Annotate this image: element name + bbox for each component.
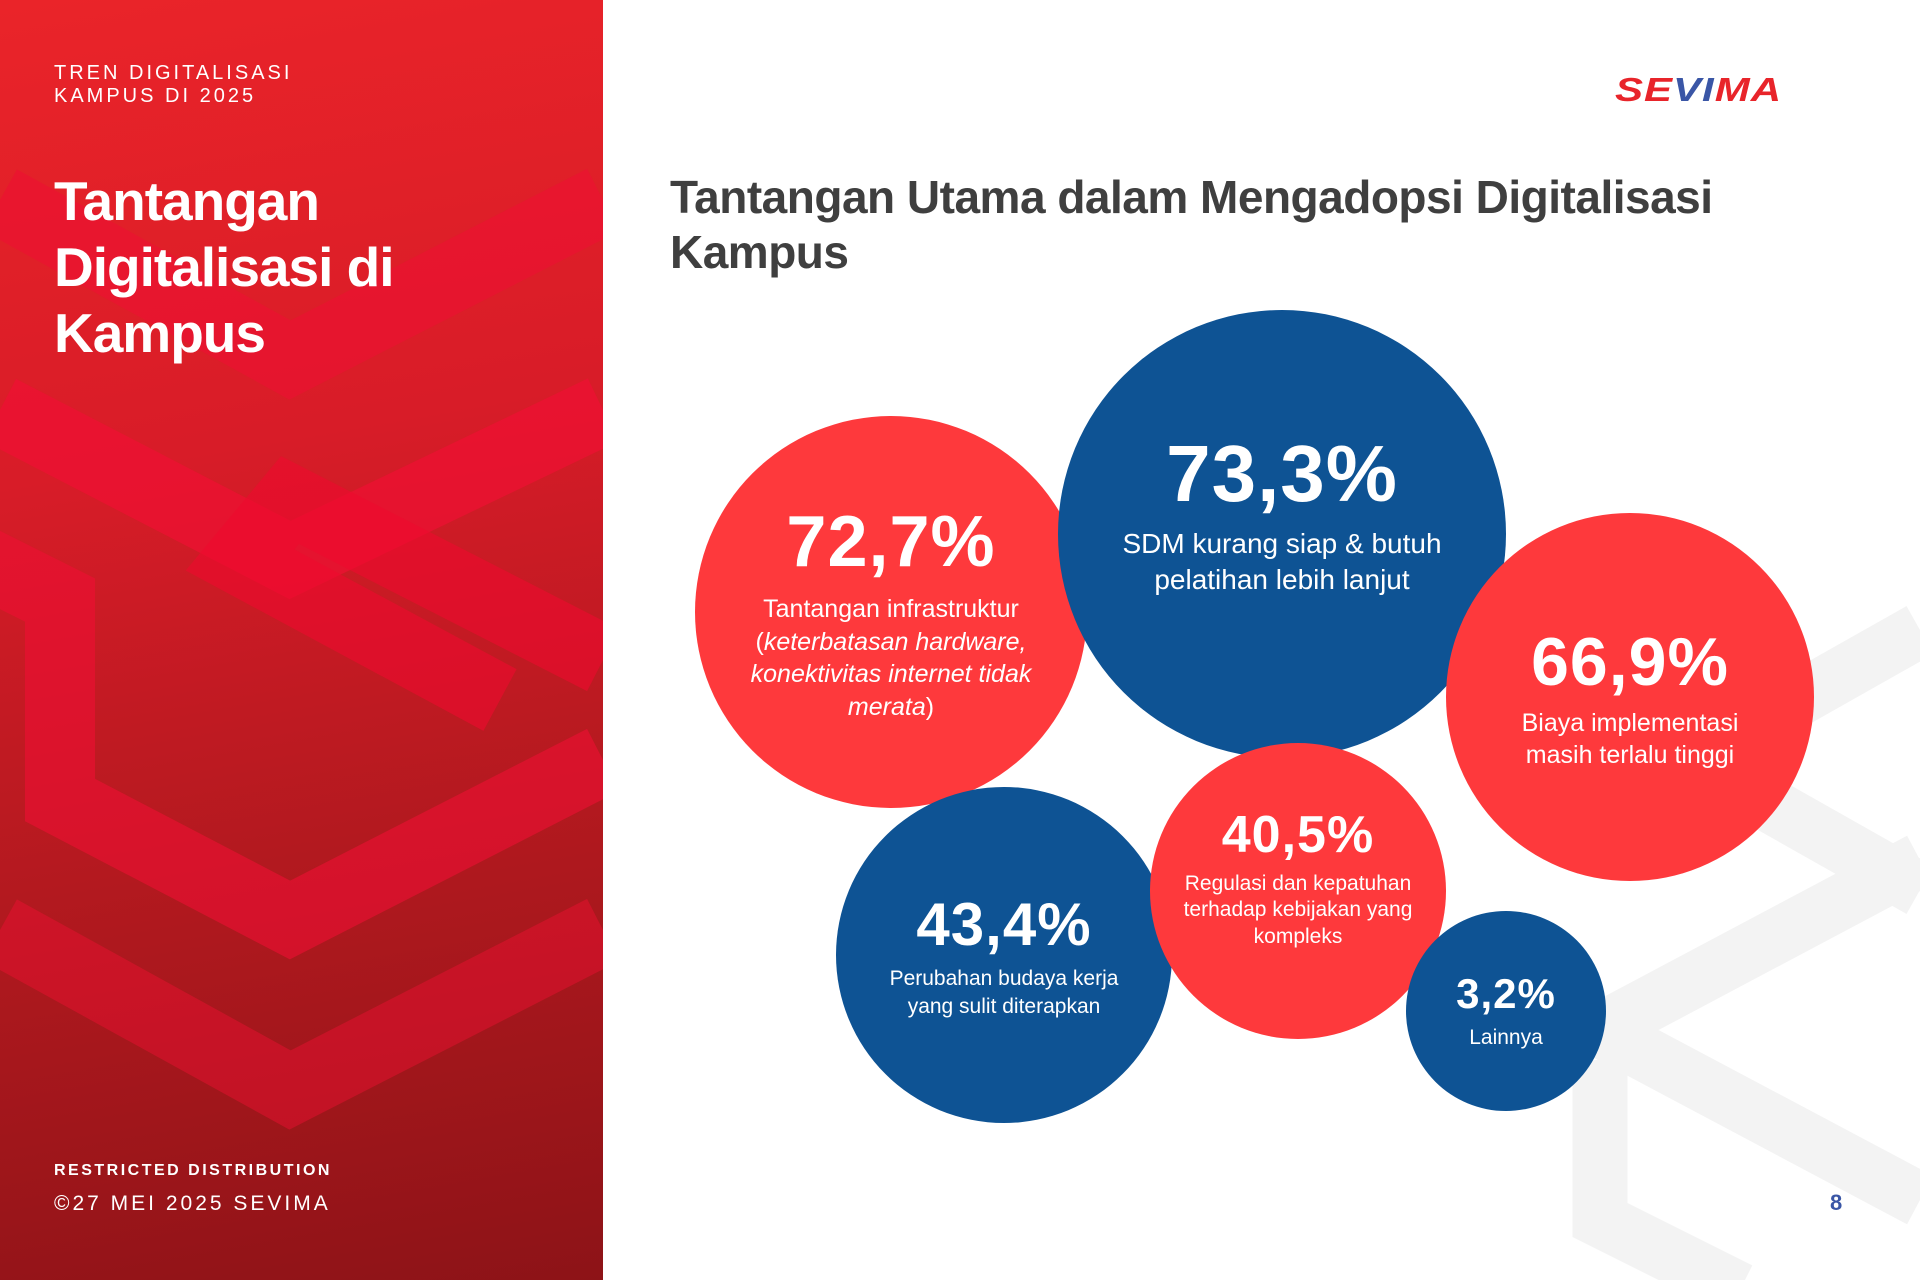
challenge-cost: 66,9% Biaya implementasi masih terlalu t… [1446, 513, 1814, 881]
challenge-regulation: 40,5% Regulasi dan kepatuhan terhadap ke… [1150, 743, 1446, 1039]
sevima-logo: SEVIMA [1615, 70, 1783, 109]
copyright: ©27 MEI 2025 SEVIMA [54, 1192, 331, 1215]
challenge-value: 73,3% [1166, 429, 1398, 518]
sidebar-panel: TREN DIGITALISASI KAMPUS DI 2025 Tantang… [0, 0, 603, 1280]
challenge-label: Biaya implementasi masih terlalu tinggi [1521, 708, 1739, 770]
decorative-pattern [0, 168, 603, 1130]
challenge-label: Regulasi dan kepatuhan terhadap kebijaka… [1183, 872, 1413, 948]
challenge-value: 3,2% [1456, 970, 1556, 1018]
section-kicker: TREN DIGITALISASI KAMPUS DI 2025 [54, 62, 292, 108]
challenge-value: 43,4% [916, 891, 1092, 959]
challenge-infrastructure: 72,7% Tantangan infrastruktur (keterbata… [695, 416, 1087, 808]
title-line: Digitalisasi di [54, 236, 395, 298]
challenge-value: 66,9% [1531, 623, 1729, 700]
challenge-value: 72,7% [786, 502, 996, 582]
kicker-line: KAMPUS DI 2025 [54, 85, 257, 107]
challenge-label: SDM kurang siap & butuh pelatihan lebih … [1122, 528, 1442, 596]
challenge-hr: 73,3% SDM kurang siap & butuh pelatihan … [1058, 310, 1506, 758]
challenge-other: 3,2% Lainnya [1406, 911, 1606, 1111]
page-number: 8 [1830, 1190, 1843, 1215]
challenge-label: Lainnya [1469, 1026, 1543, 1050]
title-line: Tantangan [54, 170, 320, 232]
kicker-line: TREN DIGITALISASI [54, 62, 293, 84]
title-line: Kampus [54, 302, 266, 364]
challenge-culture: 43,4% Perubahan budaya kerja yang sulit … [836, 787, 1172, 1123]
challenge-value: 40,5% [1221, 806, 1375, 864]
challenge-label: Perubahan budaya kerja yang sulit ditera… [889, 967, 1119, 1018]
restricted-label: RESTRICTED DISTRIBUTION [54, 1162, 332, 1179]
challenge-label: Tantangan infrastruktur (keterbatasan ha… [750, 595, 1032, 721]
section-title: Tantangan Digitalisasi di Kampus [54, 168, 395, 366]
slide-title: Tantangan Utama dalam Mengadopsi Digital… [670, 171, 1713, 278]
